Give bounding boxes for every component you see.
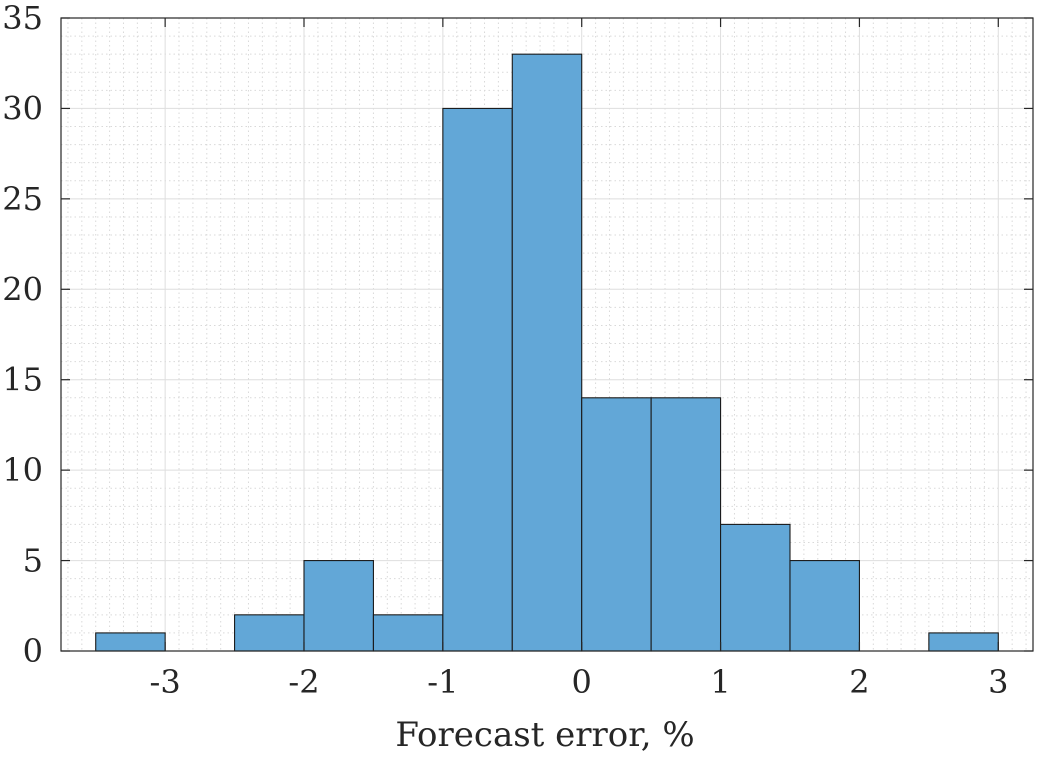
histogram-bar <box>720 523 791 652</box>
y-tick-label: 15 <box>2 361 43 399</box>
histogram-bar <box>372 614 444 652</box>
histogram-bar <box>303 560 374 652</box>
histogram-bar <box>511 53 583 652</box>
x-tick-labels: -3 -2 -1 0 1 2 3 <box>150 663 1009 701</box>
y-tick-label: 5 <box>23 542 43 580</box>
plot-frame <box>60 17 1034 652</box>
x-axis-title: Forecast error, % <box>395 715 694 753</box>
histogram-bar <box>650 397 722 652</box>
y-tick-label: 35 <box>2 0 43 37</box>
histogram-bar <box>581 397 652 652</box>
x-tick-label: -3 <box>150 663 181 701</box>
minor-grid <box>61 18 1033 651</box>
histogram-bar <box>234 614 305 652</box>
y-tick-label: 20 <box>2 270 43 308</box>
y-tick-label: 10 <box>2 451 43 489</box>
histogram-bar <box>789 560 860 652</box>
x-tick-label: 0 <box>572 663 592 701</box>
y-tick-label: 25 <box>2 180 43 218</box>
ticks <box>61 17 1033 652</box>
y-tick-label: 30 <box>2 89 43 127</box>
histogram-bar <box>442 107 513 652</box>
x-tick-label: 1 <box>710 663 730 701</box>
y-tick-label: 0 <box>23 632 43 670</box>
bars <box>95 53 999 652</box>
y-tick-labels: 0 5 10 15 20 25 30 35 <box>2 0 43 670</box>
histogram-bar <box>928 632 999 652</box>
x-tick-label: 3 <box>988 663 1008 701</box>
x-tick-label: -2 <box>288 663 319 701</box>
histogram-bar <box>95 632 166 652</box>
x-tick-label: 2 <box>849 663 869 701</box>
x-tick-label: -1 <box>427 663 458 701</box>
